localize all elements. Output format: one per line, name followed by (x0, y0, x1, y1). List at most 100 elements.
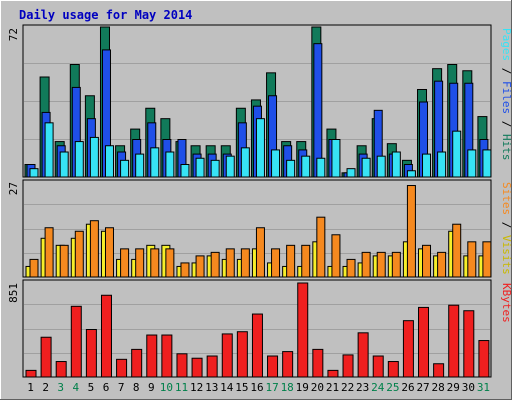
x-tick-label: 23 (356, 381, 369, 394)
chart-title: Daily usage for May 2014 (19, 8, 192, 22)
x-tick-label: 2 (42, 381, 49, 394)
bar-pages (406, 170, 416, 178)
bar-kbytes (251, 313, 263, 378)
bar-sites (286, 244, 296, 278)
bar-kbytes (342, 354, 354, 378)
bar-pages (376, 155, 386, 178)
bar-pages (195, 157, 205, 178)
x-tick-label: 1 (27, 381, 34, 394)
bar-sites (376, 251, 386, 278)
bar-pages (301, 155, 311, 178)
bar-kbytes (463, 310, 475, 378)
bar-pages (29, 168, 39, 178)
legend-files: Files (500, 81, 512, 114)
x-tick-label: 18 (281, 381, 294, 394)
bar-kbytes (236, 331, 248, 378)
x-tick-label: 11 (175, 381, 188, 394)
x-tick-label: 15 (235, 381, 248, 394)
x-tick-label: 30 (462, 381, 475, 394)
bar-pages (135, 153, 145, 178)
bar-kbytes (100, 294, 112, 378)
bar-pages (331, 139, 341, 178)
bar-kbytes (146, 334, 158, 378)
bar-pages (150, 147, 160, 178)
bar-sites (452, 223, 462, 278)
bar-pages (74, 141, 84, 178)
x-tick-label: 6 (103, 381, 110, 394)
x-tick-label: 7 (118, 381, 125, 394)
bar-pages (225, 155, 235, 178)
ymax-usage: 72 (7, 28, 20, 41)
bar-kbytes (282, 351, 294, 378)
bar-kbytes (357, 332, 369, 378)
x-tick-label: 26 (401, 381, 414, 394)
bar-kbytes (131, 348, 143, 378)
legend-sites: Sites (500, 182, 512, 215)
bar-kbytes (327, 369, 339, 378)
legend-visits-panel: Sites / Visits (500, 182, 512, 275)
bar-sites (165, 248, 175, 278)
ymax-kbytes: 851 (7, 283, 20, 303)
x-tick-label: 24 (371, 381, 385, 394)
bar-pages (59, 151, 69, 178)
bar-sites (210, 251, 220, 278)
bar-kbytes (221, 333, 233, 378)
bar-sites (361, 251, 371, 278)
bar-kbytes (116, 358, 128, 378)
bar-kbytes (85, 329, 97, 378)
x-tick-label: 4 (73, 381, 80, 394)
bar-sites (150, 248, 160, 278)
bar-sites (120, 248, 130, 278)
bar-sites (346, 258, 356, 278)
x-tick-label: 10 (160, 381, 173, 394)
bar-sites (482, 241, 492, 278)
x-tick-label: 12 (190, 381, 203, 394)
panel-visits (22, 179, 492, 278)
bar-pages (89, 136, 99, 178)
panel-usage (22, 24, 492, 178)
bar-sites (180, 262, 190, 278)
bar-kbytes (387, 361, 399, 378)
bar-pages (346, 168, 356, 178)
legend-pages: Pages (500, 28, 512, 61)
x-tick-label: 17 (265, 381, 278, 394)
x-tick-label: 25 (386, 381, 399, 394)
x-tick-label: 5 (88, 381, 95, 394)
x-tick-label: 8 (133, 381, 140, 394)
bar-sites (225, 248, 235, 278)
bar-sites (44, 227, 54, 278)
bar-sites (437, 251, 447, 278)
bar-kbytes (176, 353, 188, 378)
bar-kbytes (40, 336, 52, 378)
bar-kbytes (402, 320, 414, 378)
bar-pages (104, 145, 114, 178)
x-tick-label: 16 (250, 381, 263, 394)
x-tick-label: 31 (477, 381, 490, 394)
bar-kbytes (372, 355, 384, 378)
bar-sites (195, 255, 205, 278)
bar-pages (361, 157, 371, 178)
bar-files (313, 43, 323, 178)
bar-sites (406, 185, 416, 278)
bar-pages (255, 118, 265, 178)
bar-kbytes (433, 363, 445, 378)
bar-kbytes (161, 334, 173, 378)
bar-pages (44, 122, 54, 178)
bar-sites (467, 241, 477, 278)
bar-sites (89, 220, 99, 278)
bar-sites (74, 230, 84, 278)
legend-sep-3: / (500, 215, 512, 235)
legend-sep-2: / (500, 114, 512, 134)
bar-pages (316, 157, 326, 178)
bar-kbytes (25, 369, 37, 378)
bar-pages (180, 164, 190, 178)
bar-pages (240, 147, 250, 178)
legend-hits: Hits (500, 134, 512, 161)
legend-visits: Visits (500, 235, 512, 275)
legend-usage: Pages / Files / Hits (500, 28, 512, 161)
x-tick-label: 22 (341, 381, 354, 394)
bar-kbytes (418, 306, 430, 378)
bar-sites (271, 248, 281, 278)
x-tick-label: 9 (148, 381, 155, 394)
